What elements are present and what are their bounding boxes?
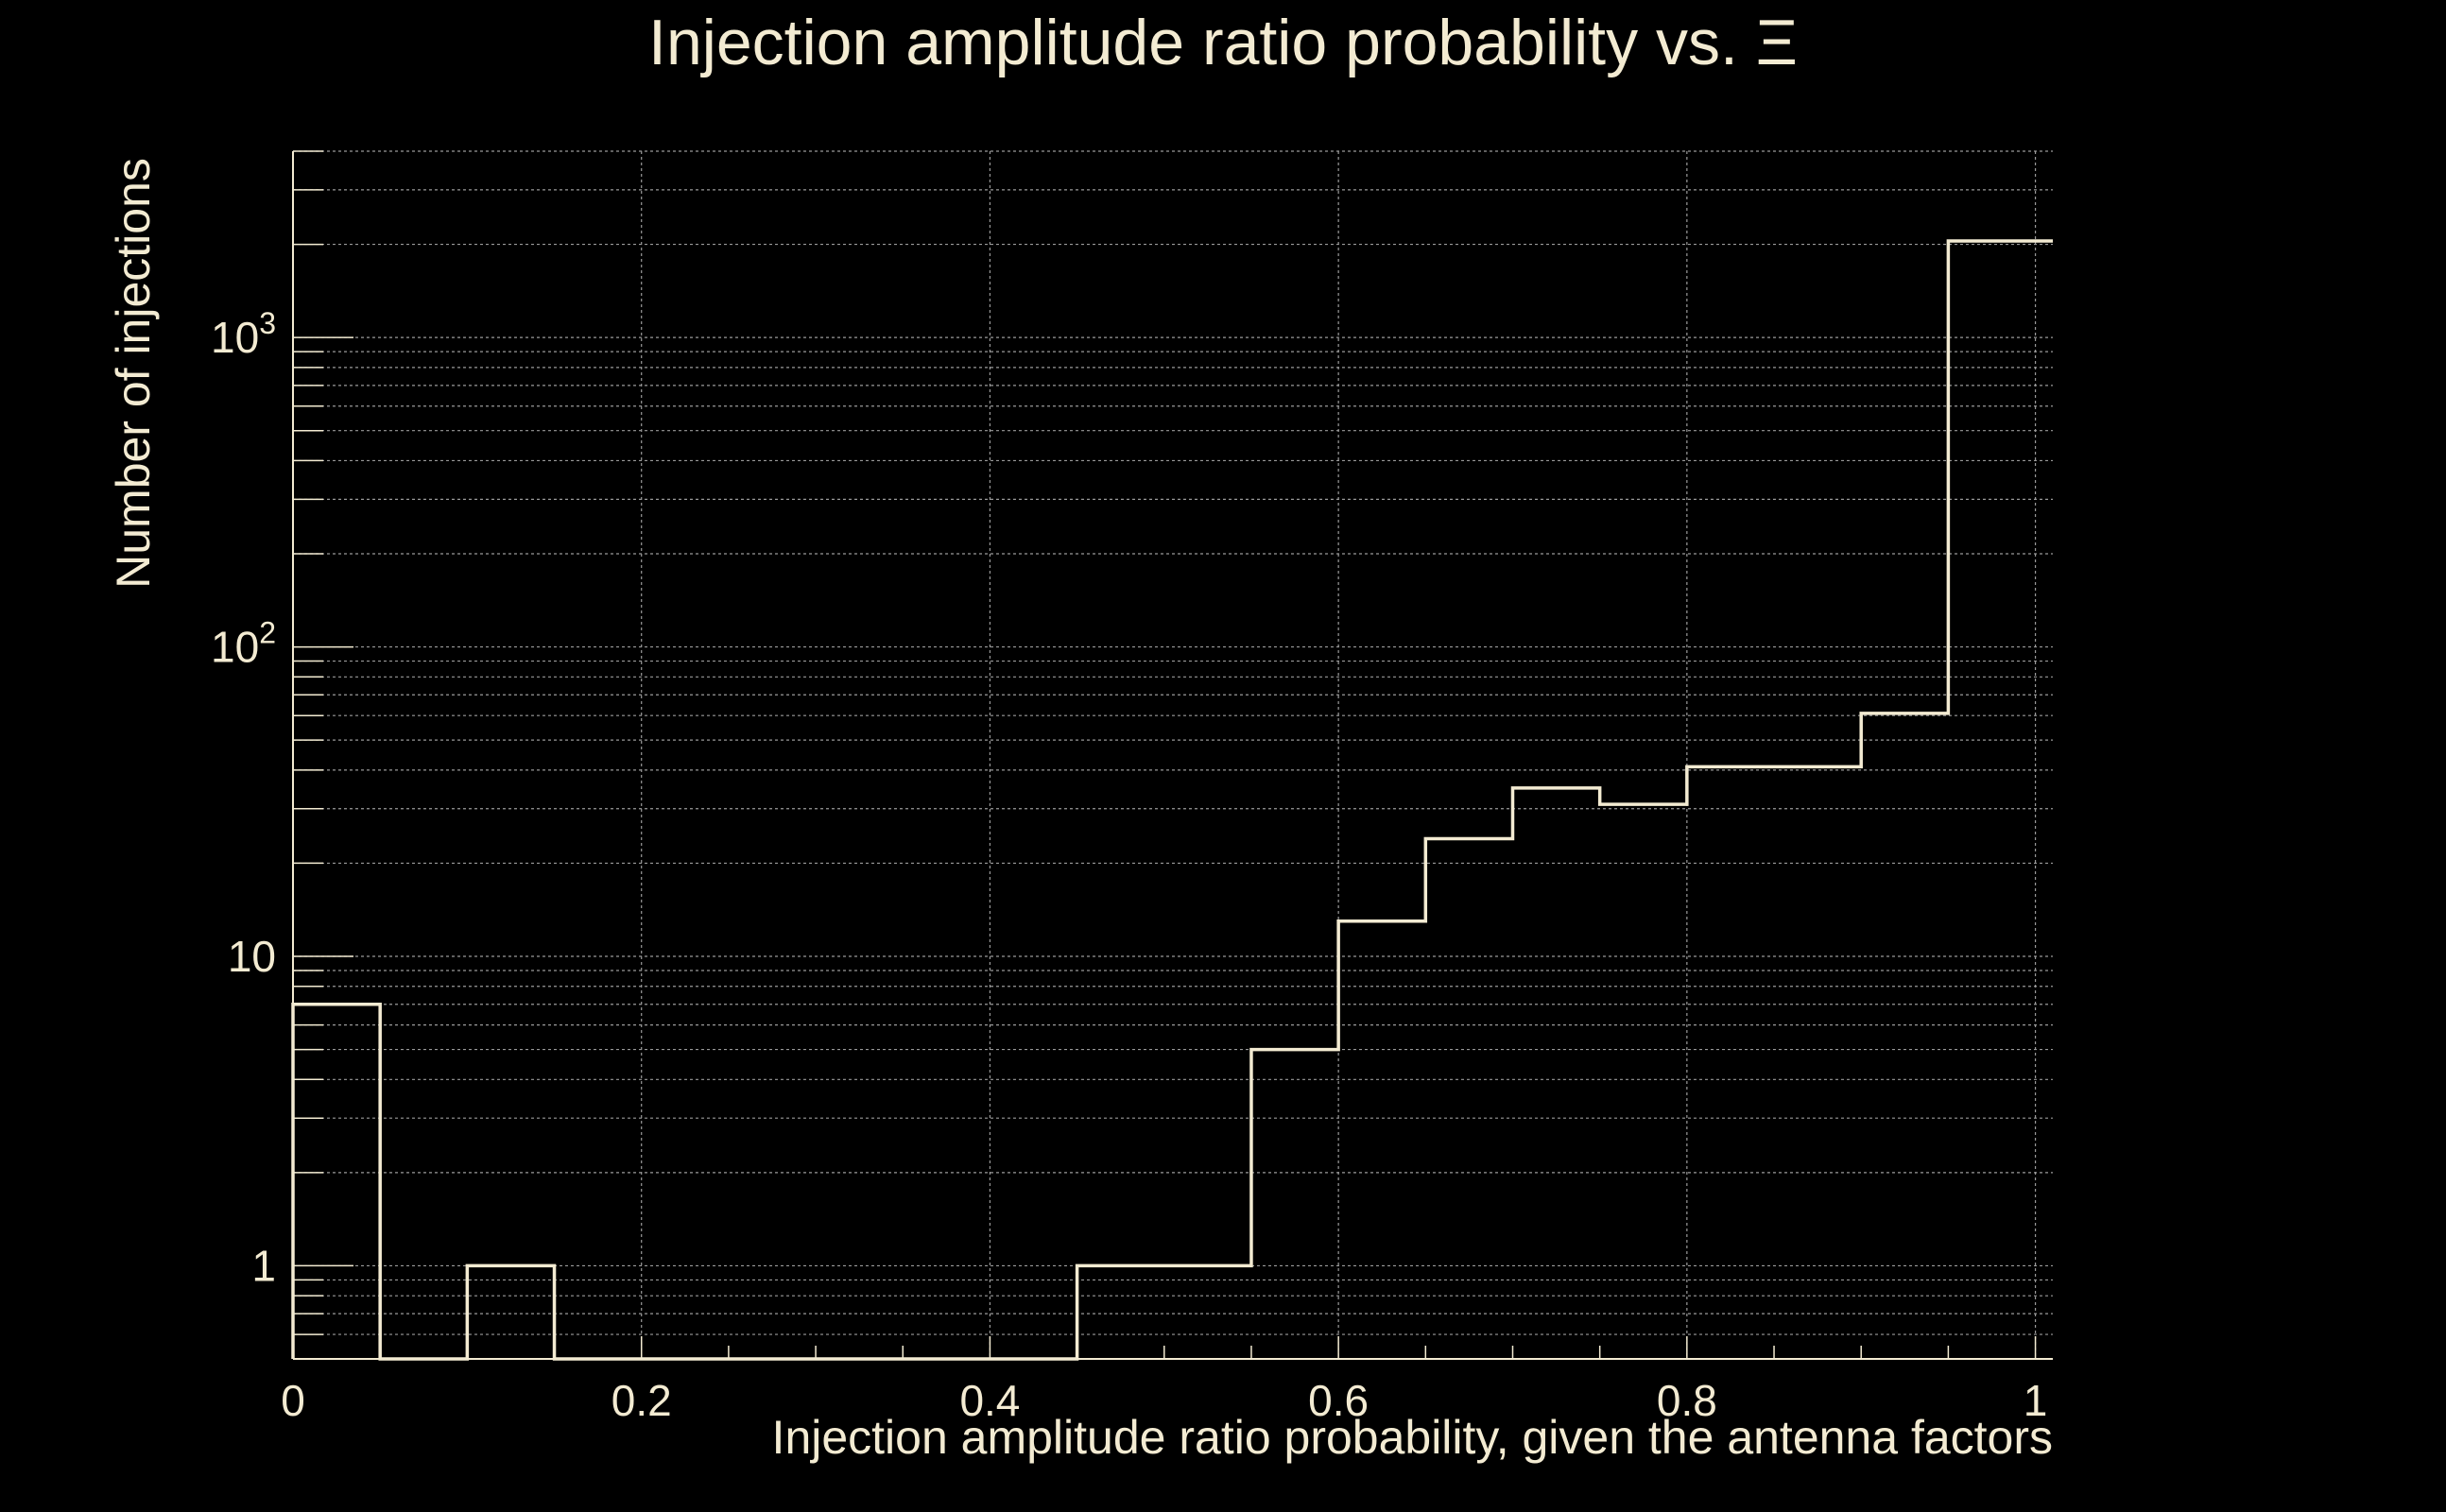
x-tick-label: 0.4 bbox=[959, 1376, 1020, 1425]
histogram-bin bbox=[1164, 1265, 1251, 1359]
y-axis-label: Number of injections bbox=[107, 158, 160, 589]
histogram-outline bbox=[291, 239, 2053, 1361]
histogram-bin bbox=[1338, 921, 1425, 1359]
x-tick-label: 0 bbox=[281, 1376, 305, 1425]
histogram-bin bbox=[1077, 1265, 1164, 1359]
y-tick-label: 1 bbox=[251, 1241, 276, 1290]
y-tick-label: 102 bbox=[211, 616, 276, 672]
chart-title: Injection amplitude ratio probability vs… bbox=[648, 7, 1798, 78]
x-tick-label: 0.2 bbox=[612, 1376, 672, 1425]
x-axis-label: Injection amplitude ratio probability, g… bbox=[772, 1411, 2053, 1464]
histogram-bin bbox=[293, 1005, 380, 1359]
y-tick-label: 103 bbox=[211, 306, 276, 362]
histogram-bin bbox=[1425, 839, 1512, 1359]
x-tick-label: 0.6 bbox=[1308, 1376, 1369, 1425]
histogram-bin bbox=[1512, 788, 1599, 1359]
histogram-bin bbox=[1687, 766, 1774, 1359]
histogram-bin bbox=[1774, 766, 1861, 1359]
histogram-bin bbox=[1948, 241, 2053, 1359]
grid bbox=[292, 150, 2053, 1360]
y-tick-label: 10 bbox=[228, 932, 276, 981]
x-tick-label: 1 bbox=[2024, 1376, 2048, 1425]
histogram bbox=[291, 239, 2053, 1361]
histogram-bin bbox=[1861, 713, 1948, 1359]
histogram-bin bbox=[1251, 1050, 1338, 1359]
histogram-bin bbox=[1600, 804, 1687, 1359]
tick-labels: 0 0.2 0.4 0.6 0.8 1 1 10 102 103 bbox=[211, 306, 2047, 1425]
histogram-bin bbox=[467, 1265, 554, 1359]
x-tick-label: 0.8 bbox=[1657, 1376, 1717, 1425]
